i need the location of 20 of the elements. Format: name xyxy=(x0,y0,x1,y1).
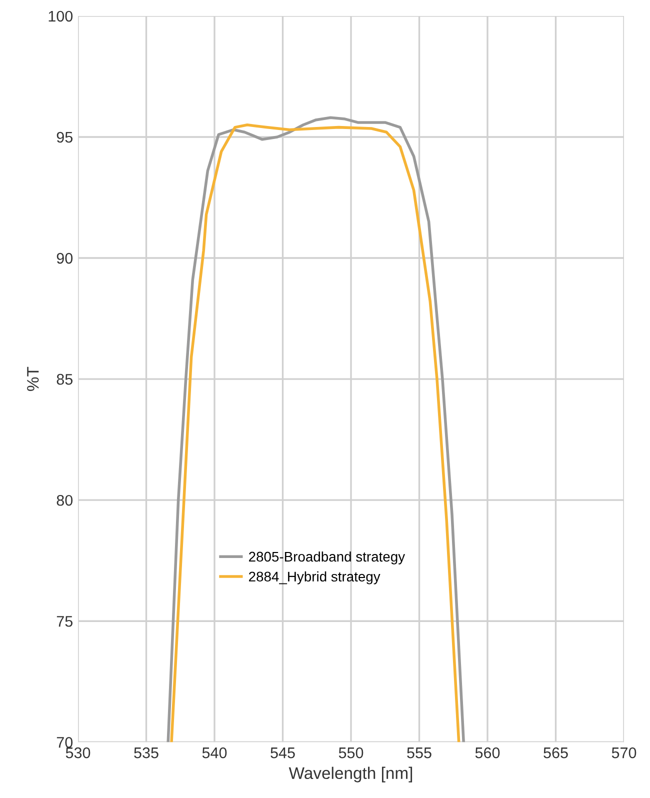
y-tick-label: 85 xyxy=(56,374,72,385)
y-tick-label: 100 xyxy=(48,10,73,22)
x-tick-label: 565 xyxy=(544,747,568,758)
y-axis-title: %T xyxy=(27,366,39,391)
y-tick-label: 75 xyxy=(56,616,72,627)
y-tick-label: 90 xyxy=(56,252,73,264)
x-tick-label: 535 xyxy=(134,747,158,758)
x-tick-label: 570 xyxy=(612,747,636,758)
legend-label: 2805-Broadband strategy xyxy=(249,551,406,564)
legend-label: 2884_Hybrid strategy xyxy=(249,571,380,584)
y-tick-label: 95 xyxy=(56,132,72,143)
x-tick-label: 550 xyxy=(338,747,364,758)
x-tick-label: 530 xyxy=(66,747,90,758)
y-tick-label: 80 xyxy=(56,494,73,506)
x-axis-title: Wavelength [nm] xyxy=(288,766,412,782)
y-tick-label: 70 xyxy=(56,737,73,748)
x-tick-label: 540 xyxy=(202,747,227,758)
x-tick-label: 555 xyxy=(407,748,432,758)
x-tick-label: 545 xyxy=(270,748,295,758)
x-tick-label: 560 xyxy=(475,747,500,758)
